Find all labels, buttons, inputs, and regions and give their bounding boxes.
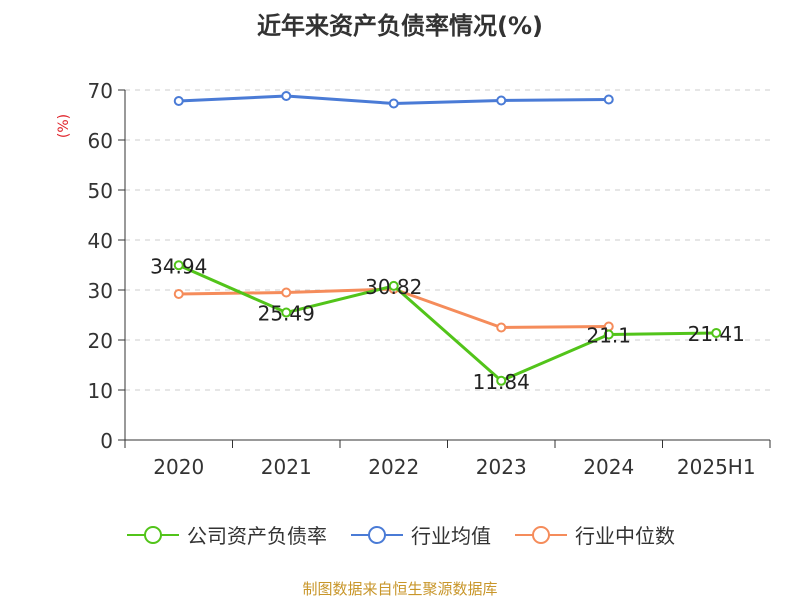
grid-lines [125, 89, 770, 391]
y-tick-label: 60 [88, 129, 113, 153]
data-point [173, 260, 184, 271]
legend-label: 公司资产负债率 [187, 524, 327, 548]
legend-item[interactable]: 公司资产负债率 [125, 520, 327, 549]
data-point [496, 95, 507, 106]
data-label: 21.41 [688, 322, 745, 346]
data-point [173, 96, 184, 106]
chart-title: 近年来资产负债率情况(%) [257, 12, 543, 40]
legend-swatch [127, 525, 179, 544]
x-tick-label: 2024 [583, 455, 634, 479]
data-point [281, 307, 292, 318]
x-tick-label: 2021 [261, 455, 312, 479]
x-tick-label: 2023 [476, 455, 527, 479]
data-point [281, 287, 292, 298]
series-line [178, 263, 717, 383]
legend-item[interactable]: 行业中位数 [513, 520, 675, 549]
y-tick-label: 50 [88, 179, 113, 203]
data-point [496, 375, 507, 386]
data-point [496, 322, 507, 333]
data-label: 25.49 [258, 302, 315, 326]
source-note: 制图数据来自恒生聚源数据库 [302, 580, 498, 598]
data-label: 34.94 [150, 254, 207, 278]
data-point [388, 280, 399, 291]
y-axis-label: (%) [56, 114, 72, 138]
data-label: 21.1 [586, 324, 631, 348]
data-point [173, 289, 184, 299]
legend-item[interactable]: 行业均值 [349, 520, 491, 549]
legend-label: 行业均值 [411, 524, 491, 548]
data-label: 30.82 [365, 275, 422, 299]
data-point [711, 327, 722, 338]
data-point [603, 329, 614, 340]
y-tick-label: 30 [88, 279, 113, 303]
x-tick-label: 2025H1 [677, 455, 756, 479]
y-tick-label: 10 [88, 379, 113, 403]
y-tick-label: 20 [88, 329, 113, 353]
data-point [603, 94, 614, 105]
y-tick-label: 0 [100, 429, 113, 453]
legend: 公司资产负债率 行业均值 行业中位数 [0, 520, 800, 549]
legend-swatch [515, 525, 567, 544]
legend-label: 行业中位数 [575, 524, 675, 548]
data-point [281, 91, 292, 101]
x-tick-label: 2022 [368, 455, 419, 479]
series [173, 91, 722, 386]
data-point [388, 98, 399, 109]
legend-swatch [351, 525, 403, 544]
axes: 0 10 20 30 40 50 60 70 2020 2021 2022 2023 2024 2025H… [88, 79, 771, 479]
y-tick-label: 40 [88, 229, 113, 253]
x-tick-label: 2020 [153, 455, 204, 479]
data-labels: 34.94 25.49 30.82 11.84 21.1 21.41 [150, 254, 745, 394]
y-tick-label: 70 [88, 79, 113, 103]
data-label: 11.84 [473, 370, 530, 394]
